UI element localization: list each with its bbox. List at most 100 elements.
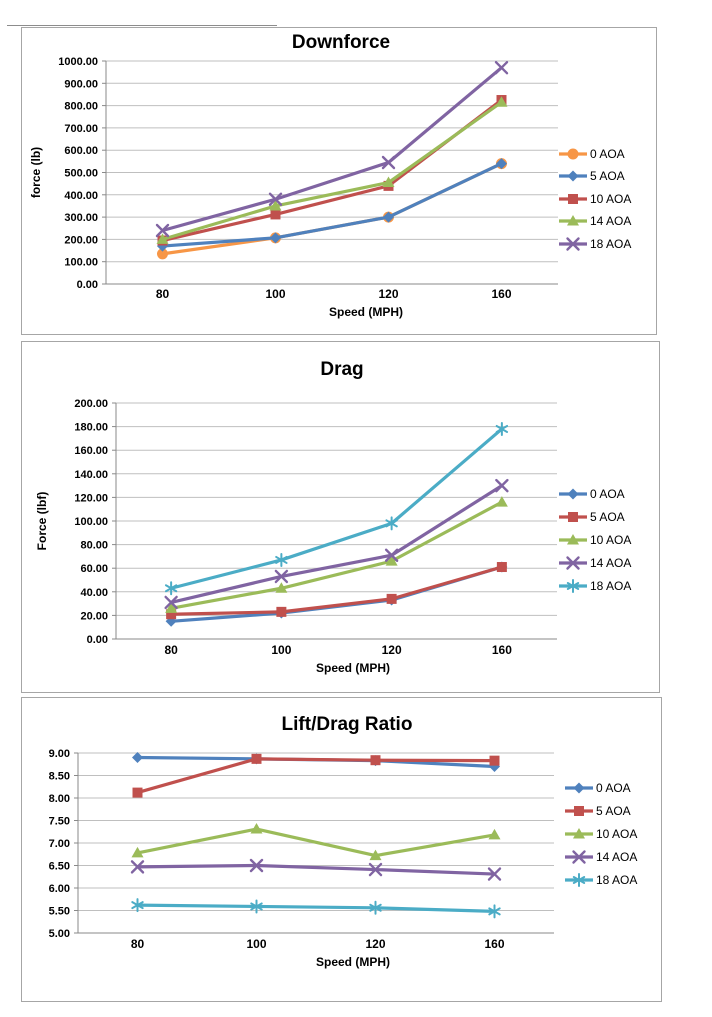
series-line-5-aoa	[160, 161, 504, 248]
series-18-aoa-marker	[495, 421, 509, 436]
series-5-aoa-marker	[386, 593, 397, 604]
y-tick-label: 120.00	[74, 492, 108, 504]
series-14-aoa-marker	[249, 858, 264, 873]
legend-10-aoa-marker-shape	[567, 534, 579, 545]
series-14-aoa-marker	[269, 199, 282, 211]
series-10-aoa-marker-shape	[385, 555, 398, 566]
series-18-aoa-marker-shape	[275, 552, 288, 567]
series-18-aoa-marker	[155, 223, 170, 238]
legend-0-aoa-marker-shape	[567, 488, 579, 500]
y-tick-label: 700.00	[64, 123, 98, 135]
legend-5-aoa-marker	[574, 806, 584, 816]
series-18-aoa-marker	[164, 581, 178, 596]
series-18-aoa-marker-shape	[488, 904, 501, 919]
series-14-aoa-marker	[368, 862, 383, 877]
legend-14-aoa-marker-shape	[566, 556, 580, 570]
series-18-aoa-marker	[131, 898, 144, 913]
legend-14-aoa-marker-shape	[567, 215, 579, 226]
series-14-aoa-marker	[164, 595, 178, 610]
downforce-chart[interactable]: Downforce 1000.00 900.00 800.00 700.00 600.00…	[21, 27, 657, 335]
legend-item-18-aoa: 18 AOA	[565, 873, 637, 887]
x-tick-label: 120	[382, 643, 402, 657]
series-18-aoa-marker	[488, 904, 501, 919]
series-14-aoa-marker-shape	[495, 96, 508, 107]
y-tick-label: 6.00	[49, 883, 70, 895]
legend-5-aoa-marker	[568, 512, 578, 522]
legend-item-18-aoa: 18 AOA	[559, 579, 631, 593]
y-tick-label: 180.00	[74, 422, 108, 434]
series-line-10-aoa	[160, 98, 504, 243]
series-5-aoa-marker	[166, 609, 177, 620]
series-14-aoa-marker-shape	[156, 233, 169, 244]
legend-item-18-aoa: 18 AOA	[559, 237, 631, 251]
series-10-aoa-marker-shape	[275, 582, 288, 593]
series-5-aoa-marker	[270, 232, 281, 244]
drag-chart[interactable]: Drag 200.00 180.00 160.00 140.00 120.00 100.00…	[21, 341, 660, 693]
lift-drag-ratio-chart-canvas: Lift/Drag Ratio 9.00 8.50 8.00 7.50 7.00 6.50 6…	[49, 714, 638, 969]
series-18-aoa-marker-shape	[268, 192, 283, 206]
legend-18-aoa-marker	[572, 873, 586, 887]
y-axis-title: Force (lbf)	[35, 492, 49, 551]
x-tick-label: 160	[484, 937, 504, 951]
legend-item-14-aoa: 14 AOA	[565, 850, 637, 864]
y-tick-label: 6.50	[49, 861, 70, 873]
y-tick-label: 8.50	[49, 771, 70, 783]
series-14-aoa-marker	[130, 860, 145, 874]
series-line-10-aoa	[135, 827, 497, 858]
series-10-aoa-marker-shape	[165, 602, 178, 613]
window-border-artifact	[7, 25, 277, 26]
series-10-aoa-marker	[488, 828, 501, 840]
legend-label: 5 AOA	[590, 510, 625, 524]
y-tick-label: 300.00	[64, 212, 98, 224]
series-18-aoa-marker-shape	[369, 900, 382, 915]
x-tick-label: 80	[131, 937, 145, 951]
legend-label: 0 AOA	[596, 781, 631, 795]
series-5-aoa-marker	[489, 755, 500, 766]
series-5-aoa-marker-shape	[370, 755, 381, 766]
series-10-aoa-marker	[250, 823, 263, 834]
series-5-aoa-marker-shape	[496, 562, 507, 573]
lift-drag-ratio-chart[interactable]: Lift/Drag Ratio 9.00 8.50 8.00 7.50 7.00 6.50 6…	[21, 697, 662, 1002]
series-14-aoa-marker-shape	[249, 858, 264, 873]
series-line-18-aoa	[160, 66, 504, 233]
series-5-aoa-marker-shape	[251, 753, 262, 764]
legend-10-aoa-marker	[567, 534, 579, 545]
series-line-0-aoa	[160, 161, 504, 256]
series-18-aoa-marker	[275, 552, 288, 567]
series-18-aoa-marker-shape	[164, 581, 178, 596]
legend-label: 14 AOA	[590, 556, 631, 570]
legend-label: 18 AOA	[596, 873, 637, 887]
chart-title: Drag	[320, 359, 363, 380]
series-5-aoa-marker-shape	[166, 609, 177, 620]
series-10-aoa-marker	[385, 555, 398, 566]
chart-title: Lift/Drag Ratio	[282, 714, 413, 735]
y-tick-label: 600.00	[64, 145, 98, 157]
series-5-aoa-marker-shape	[132, 787, 143, 798]
legend-5-aoa-marker-shape	[568, 512, 578, 522]
series-10-aoa-marker-shape	[488, 828, 501, 840]
series-14-aoa-marker-shape	[487, 867, 502, 881]
series-14-aoa-marker	[274, 569, 289, 584]
series-18-aoa-marker	[381, 155, 396, 170]
x-axis-title: Speed (MPH)	[329, 305, 403, 319]
y-tick-label: 80.00	[80, 540, 108, 552]
series-5-aoa-marker	[496, 158, 507, 170]
x-tick-label: 100	[271, 643, 291, 657]
x-axis-title: Speed (MPH)	[316, 955, 390, 969]
legend-label: 0 AOA	[590, 487, 625, 501]
legend-18-aoa-marker-shape	[566, 579, 580, 593]
legend-18-aoa-marker	[566, 579, 580, 593]
legend-0-aoa-marker-shape	[567, 148, 579, 160]
series-18-aoa-marker	[250, 899, 263, 914]
y-tick-label: 500.00	[64, 168, 98, 180]
y-tick-label: 200.00	[64, 234, 98, 246]
legend-label: 0 AOA	[590, 147, 625, 161]
series-14-aoa-marker	[384, 548, 399, 562]
chart-title: Downforce	[292, 32, 390, 53]
series-14-aoa-marker-shape	[274, 569, 289, 584]
legend-0-aoa-marker	[567, 148, 579, 160]
series-10-aoa-marker-shape	[131, 846, 144, 858]
series-14-aoa-marker-shape	[269, 199, 282, 211]
series-14-aoa-marker	[382, 176, 395, 188]
series-5-aoa-marker-shape	[270, 232, 281, 244]
